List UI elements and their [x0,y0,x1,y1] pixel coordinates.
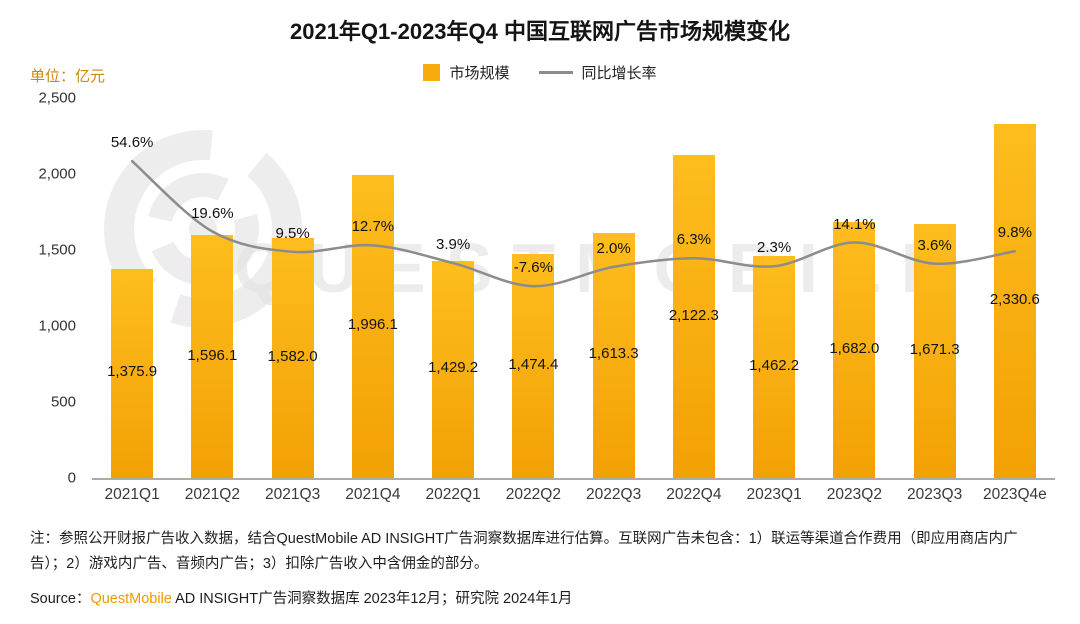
x-tick-label: 2021Q3 [265,486,321,503]
growth-rate-line [130,159,1017,288]
x-axis: 2021Q1 2021Q2 2021Q3 2021Q4 2022Q1 2022Q2 2022… [92,486,1055,504]
y-tick-label: 0 [67,469,76,487]
growth-rate-label: 3.6% [917,236,952,254]
x-tick-label: 2023Q3 [907,486,963,503]
x-tick-label: 2022Q3 [586,486,642,503]
growth-rate-label: 14.1% [833,215,876,233]
x-tick-label: 2023Q1 [746,486,802,503]
growth-rate-label: 3.9% [436,236,471,254]
bar-value-label: 1,596.1 [187,346,238,364]
chart-header-bar: 单位：亿元 市场规模 同比增长率 [30,62,1050,86]
bar-value-label: 1,682.0 [829,340,880,358]
bar-value-label: 1,375.9 [107,363,158,381]
bar-value-label: 2,330.6 [989,290,1040,308]
y-tick-label: 1,000 [38,317,76,335]
footnote: 注：参照公开财报广告收入数据，结合QuestMobile AD INSIGHT广… [30,531,1018,573]
bar [351,174,394,478]
growth-rate-label: 19.6% [191,204,234,222]
x-tick-label: 2021Q4 [345,486,401,503]
source-line: Source：QuestMobile AD INSIGHT广告洞察数据库 202… [30,587,1050,608]
legend: 市场规模 同比增长率 [30,62,1050,83]
growth-rate-label: 6.3% [676,231,711,249]
source-rest: AD INSIGHT广告洞察数据库 2023年12月；研究院 2024年1月 [171,590,573,607]
y-tick-label: 2,500 [38,89,76,107]
bar-value-label: 1,996.1 [347,316,398,334]
unit-label: 单位：亿元 [30,68,106,85]
source-brand: QuestMobile [90,590,172,607]
growth-rate-label: 12.7% [351,218,395,236]
plot-area: QUESTMOBILE 1,375.91,596.11,582.01,996.1… [92,98,1055,480]
y-axis: 2,500 2,000 1,500 1,000 500 0 [30,90,82,487]
bar [672,155,715,478]
growth-rate-label: 9.8% [997,224,1032,242]
bar-value-label: 1,462.2 [749,356,800,374]
bar [271,237,314,478]
growth-rate-label: 2.0% [596,239,631,257]
bar [432,260,475,478]
x-tick-label: 2021Q1 [104,486,160,503]
x-tick-label: 2023Q4e [982,486,1047,503]
x-tick-label: 2022Q4 [666,486,722,503]
bar-value-label: 1,582.0 [267,347,318,365]
chart-title: 2021年Q1-2023年Q4 中国互联网广告市场规模变化 [289,19,791,44]
growth-rate-label: 2.3% [757,239,792,257]
growth-rate-label: 9.5% [275,224,310,242]
bar [993,123,1036,478]
x-tick-label: 2023Q2 [826,486,882,503]
bar-value-label: 1,474.4 [508,355,559,373]
growth-rate-label: 54.6% [110,134,154,152]
bar-series-swatch-icon [423,64,441,81]
bar [833,222,876,478]
growth-rate-label: -7.6% [513,259,553,277]
bar [753,255,796,478]
bar-value-label: 2,122.3 [668,306,719,324]
bar [191,235,234,478]
y-tick-label: 2,000 [38,165,76,183]
bar-series-legend-label: 市场规模 [449,65,510,82]
y-tick-label: 500 [50,393,76,411]
bar [592,232,635,478]
line-series-swatch-icon [538,71,573,74]
x-tick-label: 2021Q2 [184,486,240,503]
bar [913,223,956,478]
bar [111,268,154,478]
bar-value-label: 1,613.3 [588,345,639,363]
source-prefix: Source： [30,590,91,607]
line-series-legend-label: 同比增长率 [581,65,657,82]
bar-value-label: 1,671.3 [909,340,960,358]
bar-value-label: 1,429.2 [428,359,479,377]
y-tick-label: 1,500 [38,241,76,259]
bar [512,253,555,478]
x-tick-label: 2022Q1 [425,486,481,503]
x-tick-label: 2022Q2 [505,486,561,503]
